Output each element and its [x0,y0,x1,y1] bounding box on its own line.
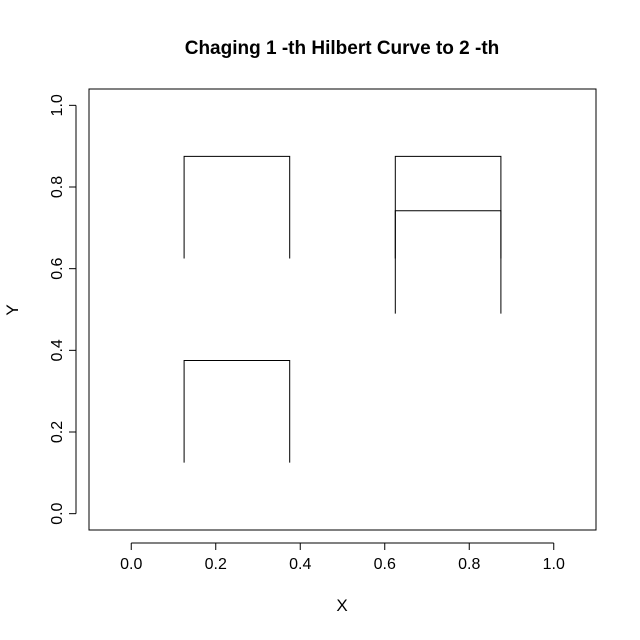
x-tick-label: 0.4 [289,556,311,573]
y-axis: 0.0 0.2 0.4 0.6 0.8 1.0 [49,94,77,525]
x-axis-label: X [336,596,347,615]
x-tick-label: 0.8 [458,556,480,573]
y-tick-label: 0.8 [49,176,66,198]
x-tick-label: 0.0 [120,556,142,573]
y-tick-label: 0.4 [49,339,66,361]
curve-series [183,155,502,463]
x-tick-label: 1.0 [543,556,565,573]
x-axis: 0.0 0.2 0.4 0.6 0.8 1.0 [120,542,565,573]
plot-area-frame [88,88,597,531]
hilbert-segment-3 [394,155,502,259]
x-tick-label: 0.2 [205,556,227,573]
hilbert-segment-2 [183,155,291,259]
y-tick-label: 0.6 [49,257,66,279]
y-tick-label: 1.0 [49,94,66,116]
y-axis-label: Y [3,304,22,315]
y-tick-label: 0.0 [49,502,66,524]
hilbert-segment-1 [183,360,291,463]
x-tick-label: 0.6 [374,556,396,573]
hilbert-segment-4 [394,210,502,314]
chart-title: Chaging 1 -th Hilbert Curve to 2 -th [185,38,500,59]
y-tick-label: 0.2 [49,421,66,443]
